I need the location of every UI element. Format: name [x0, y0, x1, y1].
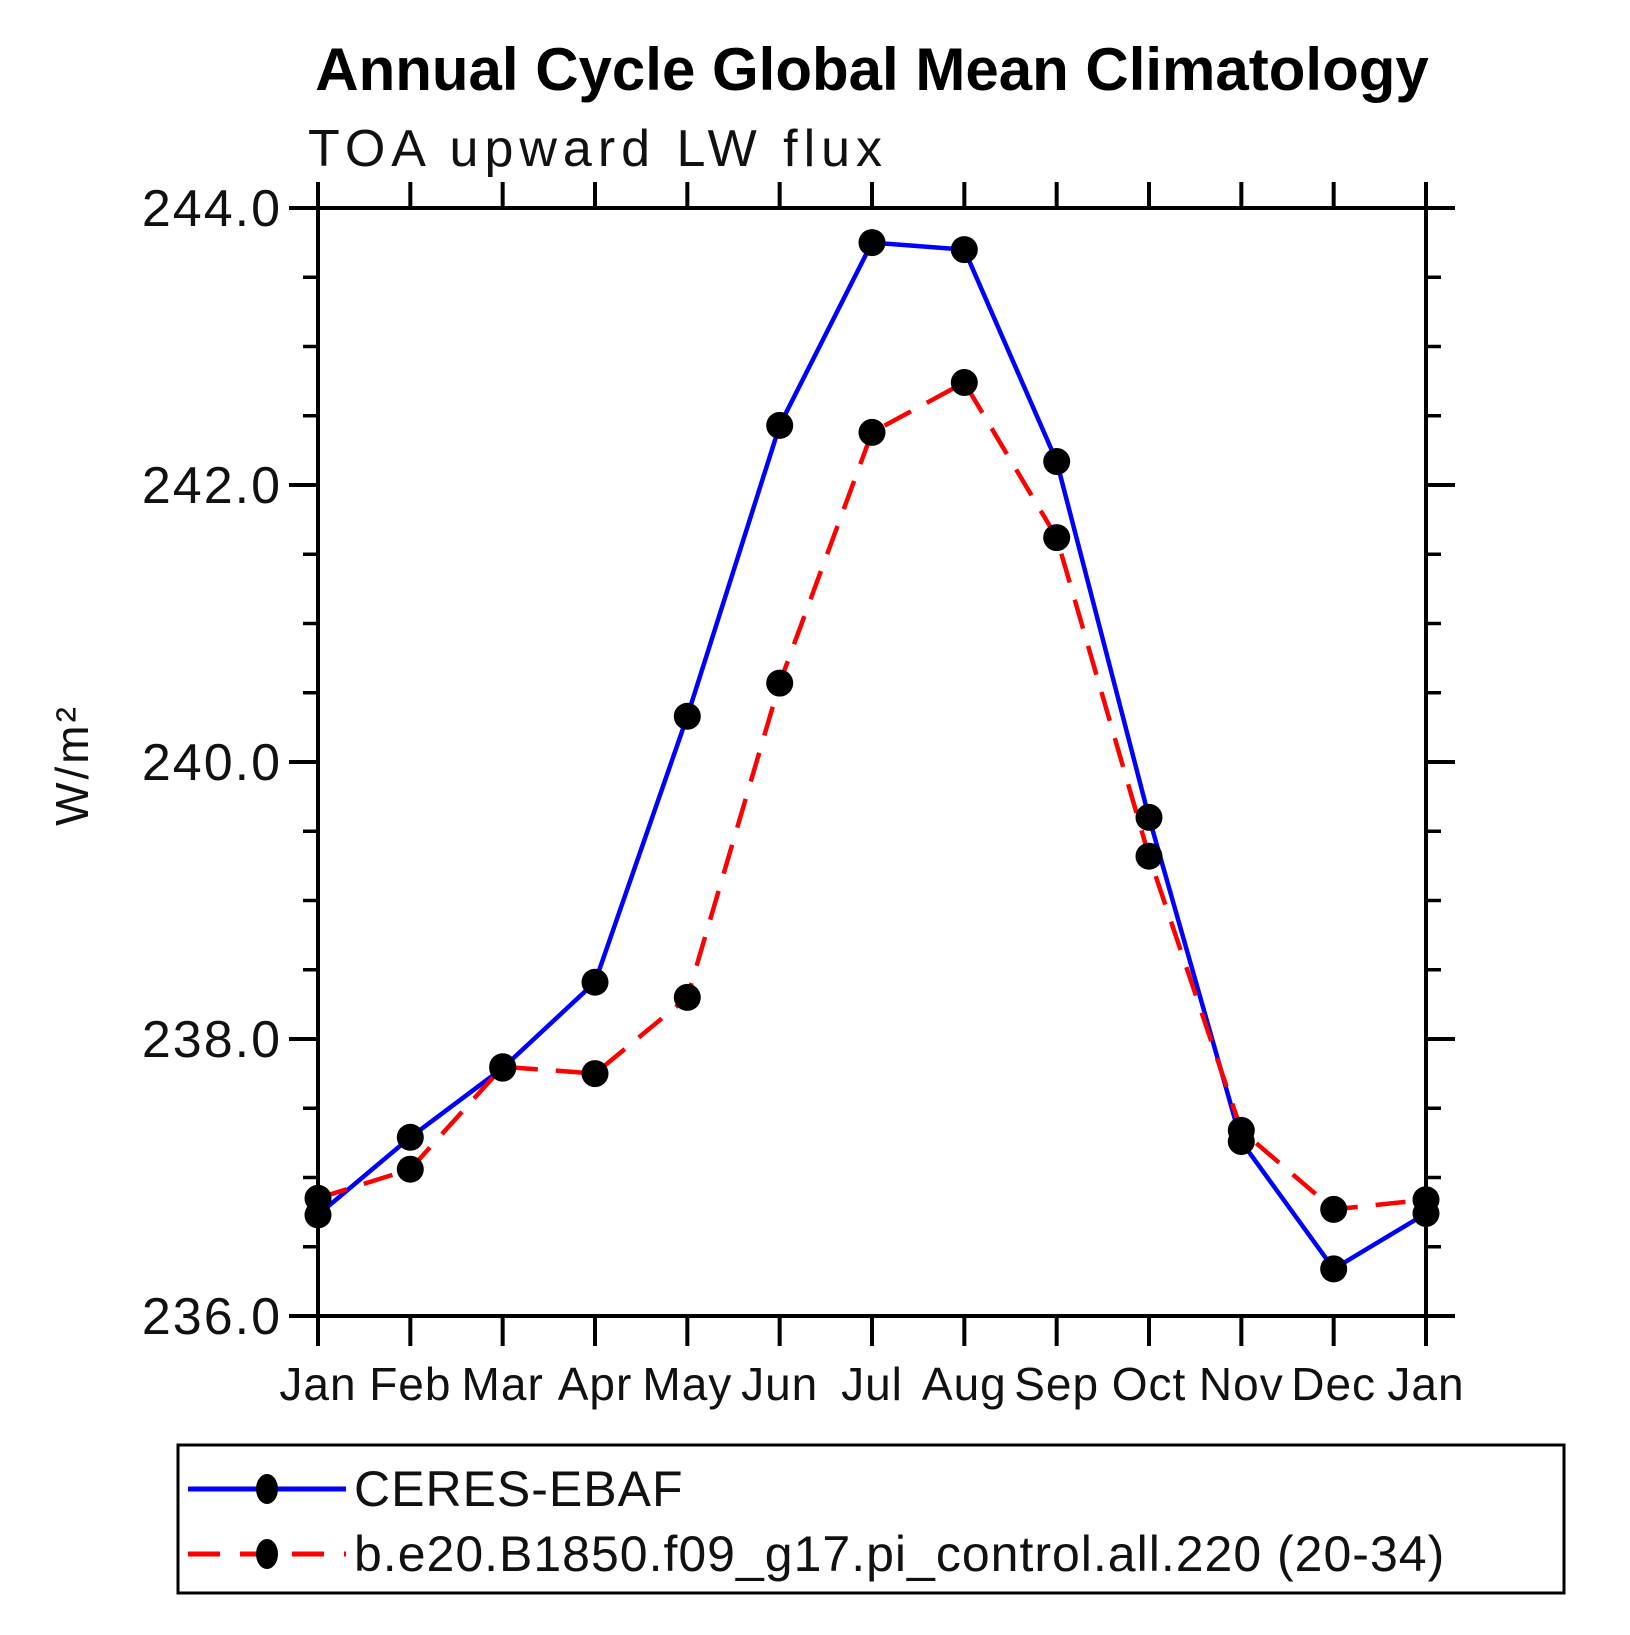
data-point-0	[1135, 803, 1163, 831]
legend: CERES-EBAF b.e20.B1850.f09_g17.pi_contro…	[176, 1443, 1566, 1595]
data-point-1	[766, 669, 794, 697]
y-tick-label: 236.0	[142, 1288, 282, 1346]
x-tick-label: Nov	[1199, 1358, 1284, 1410]
x-tick-label: Apr	[558, 1358, 633, 1410]
y-tick-label: 240.0	[142, 734, 282, 792]
chart-subtitle: TOA upward LW flux	[308, 120, 888, 178]
x-tick-label: Oct	[1112, 1358, 1187, 1410]
data-point-1	[1043, 524, 1071, 552]
data-point-0	[858, 229, 886, 257]
data-point-0	[396, 1123, 424, 1151]
data-point-1	[1135, 842, 1163, 870]
legend-label-model: b.e20.B1850.f09_g17.pi_control.all.220 (…	[354, 1526, 1445, 1582]
data-point-0	[1043, 448, 1071, 475]
legend-marker-ceres-icon	[256, 1474, 278, 1504]
data-point-1	[1412, 1186, 1440, 1214]
data-point-1	[950, 369, 978, 396]
data-point-0	[950, 236, 978, 264]
data-point-1	[1227, 1116, 1255, 1144]
x-tick-label: May	[642, 1358, 732, 1410]
series-line-1	[317, 379, 1427, 1212]
x-tick-label: Jul	[841, 1358, 903, 1410]
chart-title: Annual Cycle Global Mean Climatology	[315, 36, 1429, 103]
data-point-1	[396, 1155, 424, 1183]
data-point-1	[858, 418, 886, 446]
data-point-1	[304, 1184, 332, 1212]
x-tick-label: Jun	[741, 1358, 818, 1410]
y-tick-label: 238.0	[142, 1011, 282, 1069]
data-point-0	[581, 968, 609, 996]
x-tick-label: Mar	[462, 1358, 544, 1410]
x-tick-label: Jan	[1387, 1358, 1464, 1410]
series-line-0	[316, 240, 1428, 1272]
legend-label-ceres: CERES-EBAF	[354, 1461, 684, 1517]
x-tick-label: Jan	[279, 1358, 356, 1410]
y-tick-label: 244.0	[142, 180, 282, 238]
legend-marker-model-icon	[256, 1539, 278, 1569]
legend-box	[176, 1443, 1566, 1595]
data-point-1	[673, 983, 701, 1011]
x-tick-label: Sep	[1014, 1358, 1099, 1410]
axis-frame	[316, 206, 1428, 1318]
data-point-1	[489, 1053, 517, 1081]
data-point-0	[673, 702, 701, 730]
data-point-1	[1320, 1195, 1348, 1223]
data-point-0	[1320, 1255, 1348, 1283]
x-tick-label: Feb	[369, 1358, 451, 1410]
x-tick-label: Dec	[1291, 1358, 1376, 1410]
data-point-0	[766, 411, 794, 439]
y-axis-label: W/m²	[46, 704, 98, 826]
data-point-1	[581, 1060, 609, 1088]
x-tick-label: Aug	[922, 1358, 1007, 1410]
y-tick-label: 242.0	[142, 457, 282, 515]
